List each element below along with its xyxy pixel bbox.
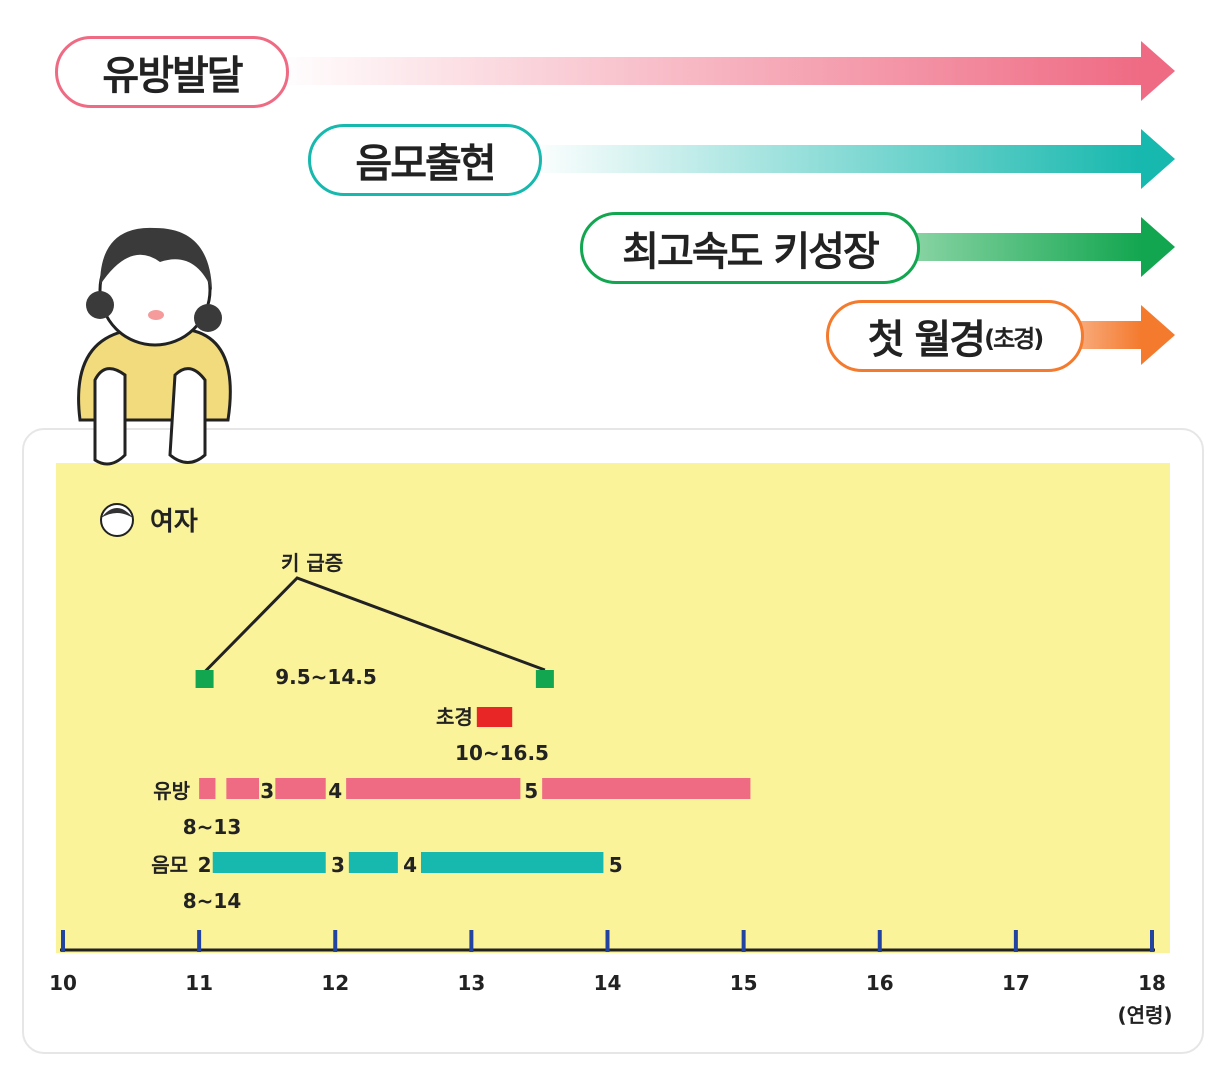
legend-label: 여자 xyxy=(150,507,198,537)
breast-bar-segment xyxy=(226,778,260,799)
arrow-icon xyxy=(528,129,1175,189)
pubic-hair-label: 음모 xyxy=(151,853,188,877)
chart-card xyxy=(22,428,1204,1054)
breast-bar-segment xyxy=(275,778,326,799)
growth-spurt-label: 키 급증 xyxy=(281,551,343,575)
girl-illustration-icon xyxy=(77,227,232,466)
growth-spurt-start-marker xyxy=(195,670,214,688)
pubic-hair-bar-segment xyxy=(348,852,398,873)
x-axis-label: (연령) xyxy=(1117,1003,1172,1027)
pubic-hair-bar-segment xyxy=(421,852,604,873)
stage-label: 최고속도 키성장 xyxy=(580,212,920,284)
pubic-hair-stage-label: 3 xyxy=(331,853,345,877)
growth-spurt-line xyxy=(203,576,546,674)
stage-row-pubic-hair: 음모출현 xyxy=(308,124,1175,196)
pubic-hair-range: 8~14 xyxy=(183,889,242,913)
stage-label: 음모출현 xyxy=(308,124,542,196)
breast-label: 유방 xyxy=(153,779,190,803)
x-tick-label: 10 xyxy=(49,971,77,995)
stage-label-main: 첫 월경 xyxy=(867,317,986,363)
arrow-icon xyxy=(900,217,1175,277)
stage-row-breast: 유방발달 xyxy=(55,36,1175,108)
arrow-icon xyxy=(275,41,1175,101)
breast-range: 8~13 xyxy=(183,815,242,839)
breast-bar-segment xyxy=(542,778,751,799)
stage-label: 첫 월경 (초경) xyxy=(826,300,1084,372)
pubic-hair-stage-label: 2 xyxy=(198,853,212,877)
x-tick-label: 12 xyxy=(321,971,349,995)
x-tick-label: 14 xyxy=(594,971,622,995)
pubic-hair-stage-label: 5 xyxy=(609,853,623,877)
stage-row-menarche: 첫 월경 (초경) xyxy=(826,300,1175,372)
breast-stage-label: 4 xyxy=(328,779,342,803)
breast-stage-label: 3 xyxy=(260,779,274,803)
growth-spurt-end-marker xyxy=(535,670,554,688)
x-tick-label: 15 xyxy=(730,971,758,995)
breast-bar-segment xyxy=(346,778,521,799)
x-tick-label: 11 xyxy=(185,971,213,995)
menarche-range: 10~16.5 xyxy=(455,741,549,765)
growth-spurt-range: 9.5~14.5 xyxy=(275,665,377,689)
pubic-hair-stage-label: 4 xyxy=(403,853,417,877)
breast-stage-label: 5 xyxy=(524,779,538,803)
x-tick-label: 13 xyxy=(457,971,485,995)
x-tick-label: 18 xyxy=(1138,971,1166,995)
pubic-hair-bar-segment xyxy=(212,852,326,873)
breast-bar-segment xyxy=(199,778,216,799)
x-tick-label: 16 xyxy=(866,971,894,995)
stage-row-growth: 최고속도 키성장 xyxy=(580,212,1175,284)
girl-hair-icon xyxy=(101,508,133,518)
menarche-label: 초경 xyxy=(436,705,473,729)
menarche-bar xyxy=(476,707,513,727)
stage-label: 유방발달 xyxy=(55,36,289,108)
x-tick-label: 17 xyxy=(1002,971,1030,995)
stage-label-sub: (초경) xyxy=(984,324,1044,353)
